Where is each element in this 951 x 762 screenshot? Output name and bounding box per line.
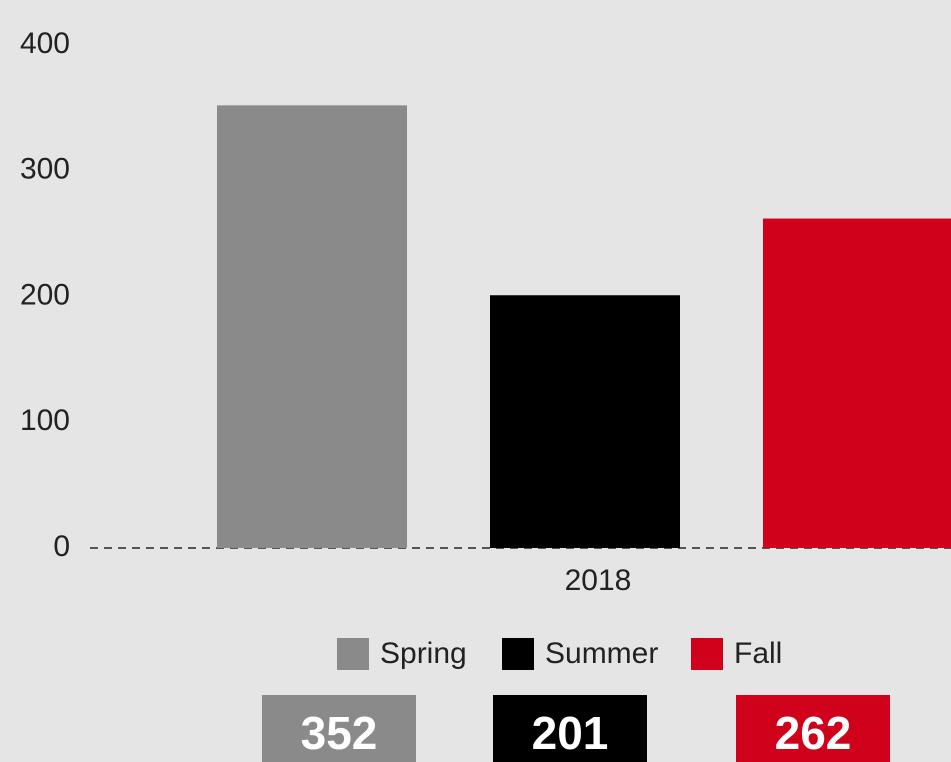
value-label: 262 — [775, 707, 852, 759]
legend-label: Summer — [545, 637, 658, 670]
value-box — [262, 695, 416, 762]
x-tick-label: 2018 — [565, 564, 632, 597]
legend-swatch — [337, 638, 369, 670]
bar — [763, 218, 951, 548]
legend-swatch — [691, 638, 723, 670]
y-tick-label: 200 — [20, 278, 70, 311]
legend-label: Fall — [734, 637, 782, 670]
value-box — [493, 695, 647, 762]
value-box — [736, 695, 890, 762]
y-tick-label: 0 — [53, 530, 70, 563]
value-label: 201 — [532, 707, 609, 759]
bar — [217, 105, 407, 549]
y-tick-label: 400 — [20, 27, 70, 60]
legend-label: Spring — [380, 637, 467, 670]
value-label: 352 — [301, 707, 378, 759]
y-tick-label: 100 — [20, 404, 70, 437]
bar — [490, 295, 680, 548]
y-tick-label: 300 — [20, 153, 70, 186]
legend-swatch — [502, 638, 534, 670]
